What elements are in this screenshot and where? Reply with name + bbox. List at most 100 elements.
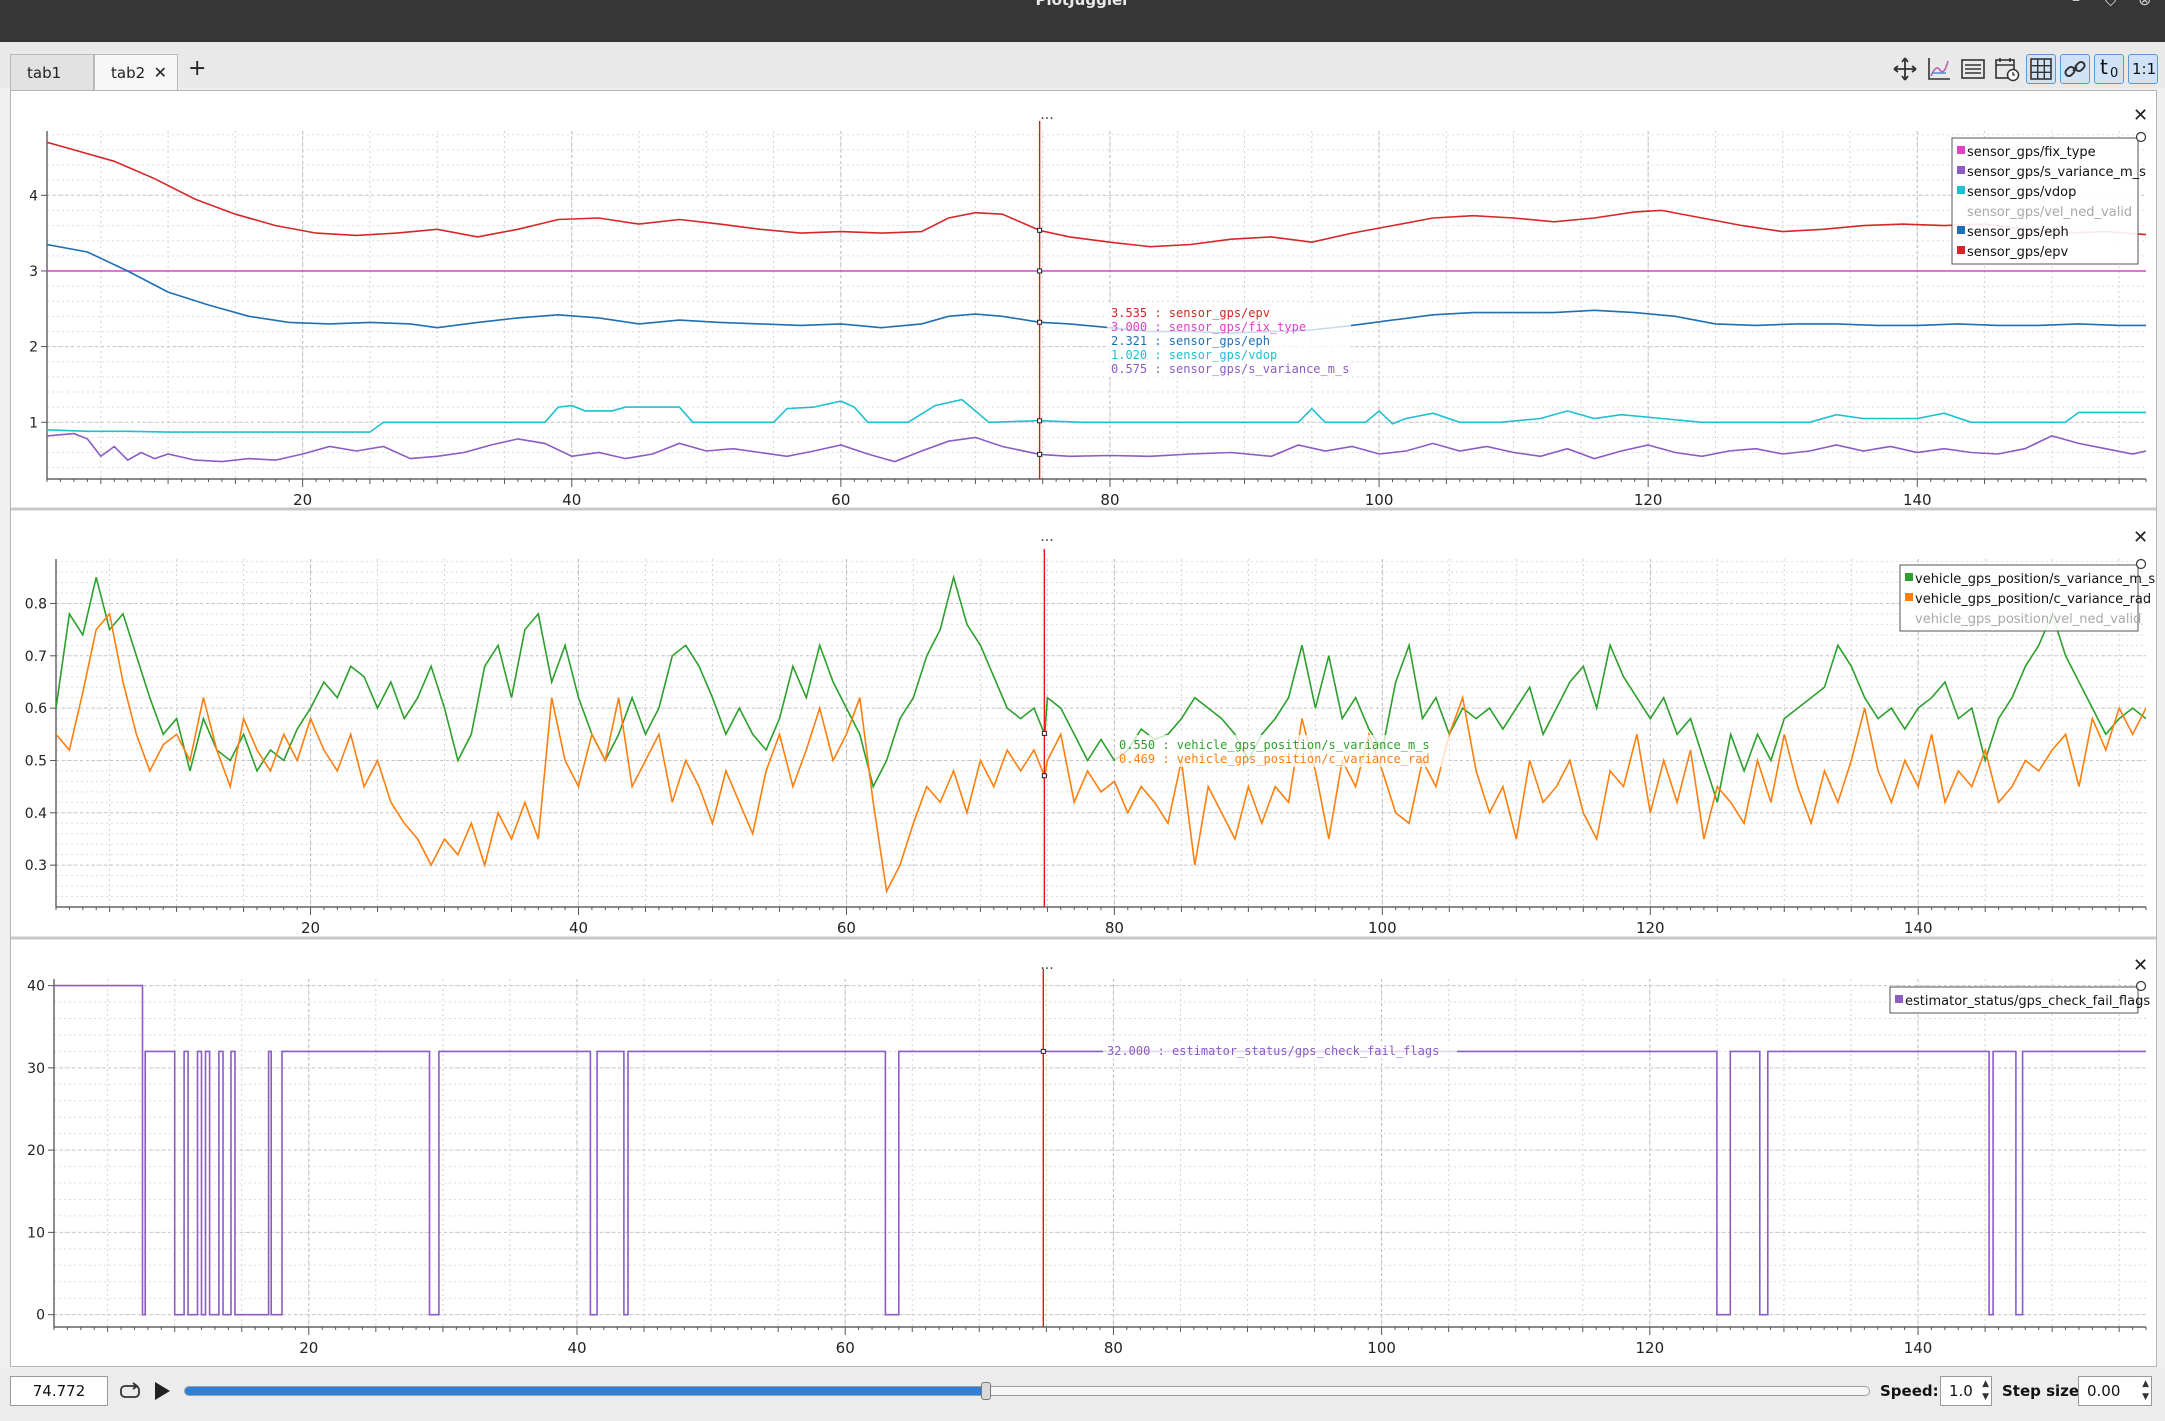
legend-item[interactable]: sensor_gps/vel_ned_valid <box>1967 205 2132 220</box>
grid-toggle-icon[interactable] <box>2026 54 2056 84</box>
x-tick-label: 60 <box>836 1339 855 1357</box>
spin-arrows-icon[interactable]: ▲ ▼ <box>1982 1379 1989 1402</box>
series-line-1 <box>56 574 2146 803</box>
series-line-1 <box>47 141 2146 248</box>
step-size-label: Step size: <box>2002 1382 2086 1400</box>
close-plot-icon[interactable]: ✕ <box>2133 955 2148 976</box>
legend-item[interactable]: sensor_gps/epv <box>1967 245 2068 260</box>
series-line-5 <box>47 432 2146 463</box>
x-tick-label: 20 <box>299 1339 318 1357</box>
legend-item[interactable]: estimator_status/gps_check_fail_flags <box>1905 994 2150 1009</box>
cursor-marker <box>1041 730 1047 736</box>
cursor-marker <box>1037 418 1043 424</box>
legend-item[interactable]: sensor_gps/s_variance_m_s <box>1967 165 2146 180</box>
legend-swatch <box>1957 246 1965 254</box>
tooltip-value: 2.321 : sensor_gps/eph <box>1111 334 1270 348</box>
cursor-marker <box>1037 319 1043 325</box>
step-size-spinbox[interactable]: 0.00 ▲ ▼ <box>2078 1376 2152 1406</box>
x-tick-label: 140 <box>1904 919 1933 937</box>
y-tick-label: 20 <box>27 1143 45 1159</box>
play-icon[interactable] <box>152 1380 172 1406</box>
x-tick-label: 80 <box>1105 919 1124 937</box>
y-tick-label: 0.4 <box>25 806 47 822</box>
time-offset-icon[interactable]: t 0 <box>2094 54 2124 84</box>
cursor-marker <box>1040 1048 1046 1054</box>
tooltip-value: 0.469 : vehicle_gps_position/c_variance_… <box>1119 752 1430 766</box>
zoom-out-icon[interactable] <box>1924 54 1954 84</box>
legend-swatch <box>1957 186 1965 194</box>
plot-legend[interactable]: vehicle_gps_position/s_variance_m_svehic… <box>1899 558 2155 632</box>
x-tick-label: 80 <box>1104 1339 1123 1357</box>
cursor-tooltip: 32.000 : estimator_status/gps_check_fail… <box>1103 1041 1457 1059</box>
window-title: PlotJuggler <box>1035 0 1130 9</box>
plot-panel-3[interactable]: ... ✕ 20 40 60 80 100 120 140 0 10 20 30 40 32.000 : e… <box>27 955 2150 1357</box>
series-line-1 <box>54 984 2146 1316</box>
legend-item[interactable]: vehicle_gps_position/s_variance_m_s <box>1915 572 2155 587</box>
link-icon[interactable] <box>2060 54 2090 84</box>
x-tick-label: 20 <box>301 919 320 937</box>
x-tick-label: 20 <box>293 491 312 509</box>
y-tick-label: 2 <box>29 340 38 356</box>
tab-label: tab1 <box>27 64 62 82</box>
step-size-value: 0.00 <box>2087 1382 2121 1400</box>
tooltip-value: 0.550 : vehicle_gps_position/s_variance_… <box>1119 738 1430 752</box>
y-tick-label: 0.7 <box>25 649 47 665</box>
legend-item[interactable]: sensor_gps/eph <box>1967 225 2069 240</box>
x-tick-label: 40 <box>567 1339 586 1357</box>
legend-item[interactable]: vehicle_gps_position/c_variance_rad <box>1915 592 2151 607</box>
legend-swatch <box>1905 593 1913 601</box>
t0-sub-label: 0 <box>2110 66 2119 81</box>
tooltip-background <box>1103 1041 1457 1059</box>
y-tick-label: 0.3 <box>25 858 47 874</box>
ratio-button[interactable]: 1:1 <box>2128 54 2158 84</box>
close-plot-icon[interactable]: ✕ <box>2133 527 2148 548</box>
legend-item[interactable]: sensor_gps/fix_type <box>1967 145 2096 160</box>
loop-icon[interactable] <box>118 1380 142 1406</box>
speed-spinbox[interactable]: 1.0 ▲ ▼ <box>1940 1376 1992 1406</box>
tab-tab2[interactable]: tab2 ✕ <box>94 54 178 90</box>
tooltip-value: 3.535 : sensor_gps/epv <box>1111 306 1270 320</box>
move-icon[interactable] <box>1890 54 1920 84</box>
tab-tab1[interactable]: tab1 <box>10 54 94 90</box>
legend-resize-handle[interactable] <box>2135 558 2147 570</box>
y-tick-label: 3 <box>29 264 38 280</box>
y-tick-label: 0 <box>36 1308 45 1324</box>
panel-handle[interactable]: ... <box>1040 107 1053 123</box>
cursor-marker <box>1037 227 1043 233</box>
plot-panel-1[interactable]: ... ✕ 20 40 60 80 100 120 140 1 2 3 4 3.535 : sensor_… <box>29 105 2148 509</box>
cursor-marker <box>1041 773 1047 779</box>
legend-item[interactable]: sensor_gps/vdop <box>1967 185 2076 200</box>
series-line-3 <box>47 243 2146 334</box>
panel-handle[interactable]: ... <box>1040 529 1053 545</box>
close-plot-icon[interactable]: ✕ <box>2133 105 2148 126</box>
x-tick-label: 120 <box>1634 491 1663 509</box>
plot-area: ... ✕ 20 40 60 80 100 120 140 1 2 3 4 3.535 : sensor_… <box>10 90 2157 1367</box>
legend-item[interactable]: vehicle_gps_position/vel_ned_valid <box>1915 612 2141 627</box>
y-tick-label: 1 <box>29 415 38 431</box>
legend-box <box>1899 564 2139 632</box>
speed-value: 1.0 <box>1949 1382 1973 1400</box>
list-icon[interactable] <box>1958 54 1988 84</box>
maximize-icon[interactable]: ⬦ <box>2105 0 2116 10</box>
close-tab-icon[interactable]: ✕ <box>153 63 167 82</box>
add-tab-button[interactable]: + <box>188 56 207 81</box>
y-tick-label: 30 <box>27 1061 45 1077</box>
plot-panel-2[interactable]: ... ✕ 20 40 60 80 100 120 140 0.3 0.4 0.5 0.6 0.7 0.8 0… <box>25 527 2156 937</box>
plot-legend[interactable]: estimator_status/gps_check_fail_flags <box>1889 980 2150 1014</box>
calendar-clock-icon[interactable] <box>1992 54 2022 84</box>
time-slider-fill <box>185 1387 986 1395</box>
time-slider[interactable] <box>184 1382 1870 1400</box>
plot-legend[interactable]: sensor_gps/fix_type sensor_gps/s_variance… <box>1951 131 2147 265</box>
spin-arrows-icon[interactable]: ▲ ▼ <box>2142 1379 2149 1402</box>
time-input[interactable]: 74.772 <box>10 1376 108 1406</box>
legend-resize-handle[interactable] <box>2135 131 2147 143</box>
window-close-icon[interactable]: ⊗ <box>2138 0 2151 9</box>
legend-resize-handle[interactable] <box>2135 980 2147 992</box>
time-slider-handle[interactable] <box>980 1382 991 1400</box>
panel-handle[interactable]: ... <box>1040 957 1053 973</box>
series-line-4 <box>47 398 2146 433</box>
minimize-icon[interactable]: – <box>2072 0 2080 9</box>
y-tick-label: 10 <box>27 1225 45 1241</box>
y-tick-label: 40 <box>27 979 45 995</box>
